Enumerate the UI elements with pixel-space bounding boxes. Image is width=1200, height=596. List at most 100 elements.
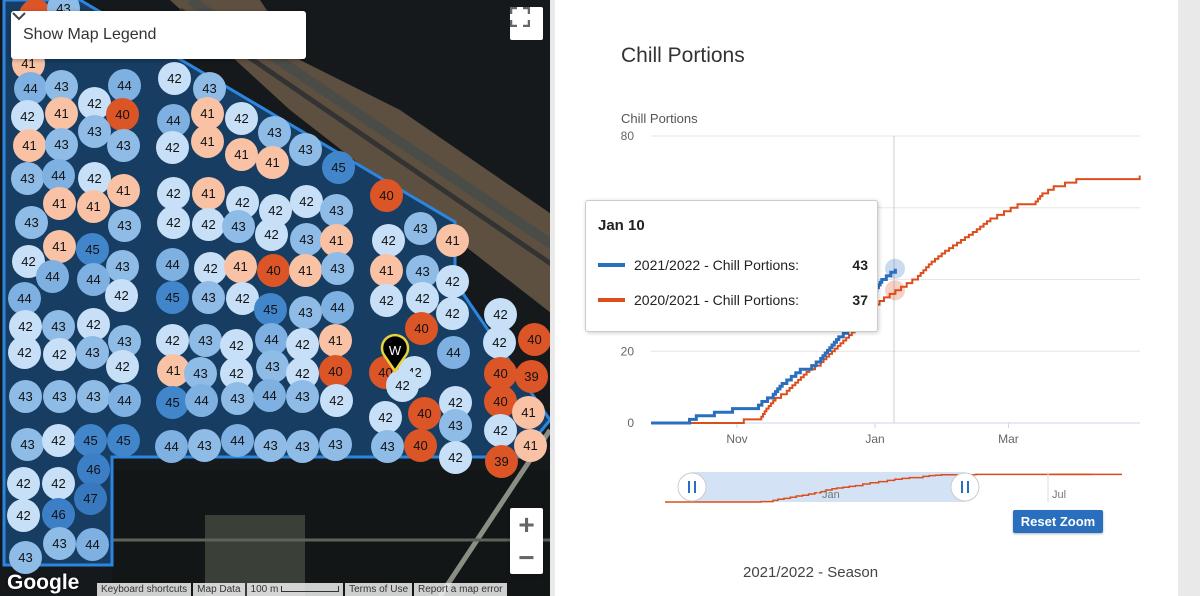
block-marker[interactable]: 46 [77, 453, 110, 486]
block-marker[interactable]: 40 [408, 397, 441, 430]
block-marker[interactable]: 42 [157, 177, 190, 210]
block-marker[interactable]: 46 [42, 498, 75, 531]
block-marker[interactable]: 45 [76, 233, 109, 266]
block-marker[interactable]: 41 [192, 177, 225, 210]
block-marker[interactable]: 45 [156, 386, 189, 419]
block-marker[interactable]: 42 [372, 224, 405, 257]
block-marker[interactable]: 43 [404, 212, 437, 245]
block-marker[interactable]: 43 [11, 162, 44, 195]
block-marker[interactable]: 41 [191, 97, 224, 130]
block-marker[interactable]: 39 [515, 360, 548, 393]
block-marker[interactable]: 43 [107, 129, 140, 162]
block-marker[interactable]: 44 [253, 379, 286, 412]
block-marker[interactable]: 43 [106, 250, 139, 283]
zoom-in-button[interactable]: + [518, 508, 535, 540]
block-marker[interactable]: 44 [185, 384, 218, 417]
block-marker[interactable]: 42 [194, 252, 227, 285]
block-marker[interactable]: 42 [7, 467, 40, 500]
terms-link[interactable]: Terms of Use [345, 583, 413, 596]
block-marker[interactable]: 44 [42, 159, 75, 192]
block-marker[interactable]: 43 [78, 115, 111, 148]
block-marker[interactable]: 42 [225, 102, 258, 135]
block-marker[interactable]: 42 [439, 441, 472, 474]
block-marker[interactable]: 43 [108, 209, 141, 242]
map-data-link[interactable]: Map Data [193, 583, 245, 596]
block-marker[interactable]: 42 [8, 336, 41, 369]
block-marker[interactable]: 43 [221, 382, 254, 415]
block-marker[interactable]: 43 [439, 409, 472, 442]
block-marker[interactable]: 41 [77, 190, 110, 223]
navigator-handle[interactable] [677, 472, 707, 502]
block-marker[interactable]: 44 [36, 260, 69, 293]
block-marker[interactable]: 43 [258, 116, 291, 149]
block-marker[interactable]: 39 [485, 445, 518, 478]
block-marker[interactable]: 44 [221, 424, 254, 457]
block-marker[interactable]: 40 [106, 98, 139, 131]
block-marker[interactable]: 43 [254, 429, 287, 462]
block-marker[interactable]: 45 [74, 424, 107, 457]
block-marker[interactable]: 42 [156, 324, 189, 357]
block-marker[interactable]: 41 [512, 396, 545, 429]
block-marker[interactable]: 44 [156, 248, 189, 281]
block-marker[interactable]: 40 [405, 312, 438, 345]
report-error-link[interactable]: Report a map error [414, 583, 507, 596]
block-marker[interactable]: 43 [289, 133, 322, 166]
block-marker[interactable]: 43 [321, 252, 354, 285]
block-marker[interactable]: 42 [156, 131, 189, 164]
block-marker[interactable]: 41 [224, 250, 257, 283]
block-marker[interactable]: 40 [257, 254, 290, 287]
block-marker[interactable]: 44 [108, 384, 141, 417]
block-marker[interactable]: 44 [321, 291, 354, 324]
block-marker[interactable]: 42 [12, 245, 45, 278]
zoom-out-button[interactable]: − [518, 541, 535, 573]
block-marker[interactable]: 40 [404, 429, 437, 462]
block-marker[interactable]: 42 [220, 329, 253, 362]
block-marker[interactable]: 41 [225, 138, 258, 171]
block-marker[interactable]: 40 [484, 357, 517, 390]
block-marker[interactable]: 42 [484, 414, 517, 447]
reset-zoom-button[interactable]: Reset Zoom [1013, 510, 1103, 533]
block-marker[interactable]: 42 [78, 87, 111, 120]
block-marker[interactable]: 40 [484, 385, 517, 418]
block-marker[interactable]: 43 [43, 380, 76, 413]
block-marker[interactable]: 43 [406, 255, 439, 288]
block-marker[interactable]: 47 [74, 482, 107, 515]
block-marker[interactable]: 41 [289, 254, 322, 287]
block-marker[interactable]: 42 [255, 218, 288, 251]
block-marker[interactable]: 43 [289, 296, 322, 329]
block-marker[interactable]: 42 [11, 100, 44, 133]
block-marker[interactable]: 41 [45, 97, 78, 130]
block-marker[interactable]: 41 [319, 324, 352, 357]
block-marker[interactable]: 43 [42, 310, 75, 343]
block-marker[interactable]: 41 [43, 230, 76, 263]
map[interactable]: 3843414443444243424142404441424341434343… [0, 0, 550, 596]
block-marker[interactable]: 40 [518, 323, 550, 356]
block-marker[interactable]: 44 [437, 336, 470, 369]
block-marker[interactable]: 41 [43, 187, 76, 220]
block-marker[interactable]: 44 [8, 282, 41, 315]
block-marker[interactable]: 42 [320, 384, 353, 417]
block-marker[interactable]: 40 [319, 355, 352, 388]
block-marker[interactable]: 42 [42, 467, 75, 500]
block-marker[interactable]: 42 [78, 162, 111, 195]
block-marker[interactable]: 41 [13, 129, 46, 162]
block-marker[interactable]: 42 [370, 284, 403, 317]
navigator-handle[interactable] [950, 472, 980, 502]
block-marker[interactable]: 44 [76, 528, 109, 561]
block-marker[interactable]: 43 [286, 430, 319, 463]
block-marker[interactable]: 42 [386, 369, 419, 402]
block-marker[interactable]: 43 [290, 223, 323, 256]
block-marker[interactable]: 41 [320, 224, 353, 257]
block-marker[interactable]: 43 [222, 210, 255, 243]
block-marker[interactable]: 41 [191, 125, 224, 158]
block-marker[interactable]: 42 [192, 208, 225, 241]
block-marker[interactable]: 42 [105, 279, 138, 312]
block-marker[interactable]: 42 [483, 326, 516, 359]
block-marker[interactable]: 44 [77, 263, 110, 296]
block-marker[interactable]: 43 [9, 541, 42, 574]
block-marker[interactable]: 43 [77, 380, 110, 413]
block-marker[interactable]: 43 [256, 350, 289, 383]
block-marker[interactable]: 42 [290, 185, 323, 218]
block-marker[interactable]: 42 [106, 350, 139, 383]
